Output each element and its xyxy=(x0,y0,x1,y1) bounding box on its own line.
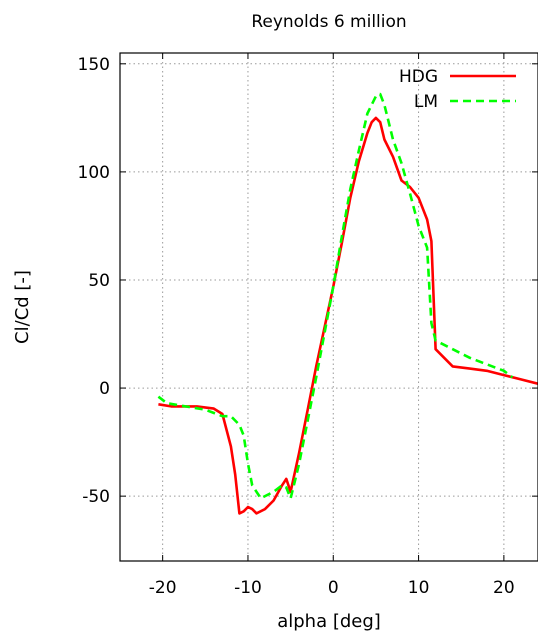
series-line-hdg xyxy=(158,116,538,515)
tick-layer: -20 -10 0 10 20 -50 0 50 100 150 xyxy=(78,53,538,598)
series-layer xyxy=(157,92,538,515)
x-tick-label: 20 xyxy=(493,578,515,598)
y-tick-label: 0 xyxy=(99,379,110,399)
legend-label: LM xyxy=(414,92,438,112)
series-line-lm xyxy=(157,92,514,500)
y-tick-label: 100 xyxy=(78,163,110,183)
x-tick-label: -10 xyxy=(234,578,262,598)
x-tick-label: -20 xyxy=(149,578,177,598)
grid-layer xyxy=(120,53,538,561)
chart-title: Reynolds 6 million xyxy=(251,12,406,32)
y-tick-label: -50 xyxy=(82,487,110,507)
legend: HDG LM xyxy=(399,67,516,112)
x-tick-label: 0 xyxy=(328,578,339,598)
y-tick-label: 150 xyxy=(78,55,110,75)
legend-label: HDG xyxy=(399,67,438,87)
plot-frame xyxy=(119,52,538,562)
x-tick-label: 10 xyxy=(408,578,430,598)
x-axis-label: alpha [deg] xyxy=(277,611,381,632)
y-tick-label: 50 xyxy=(88,271,110,291)
y-axis-label: Cl/Cd [-] xyxy=(12,270,33,344)
